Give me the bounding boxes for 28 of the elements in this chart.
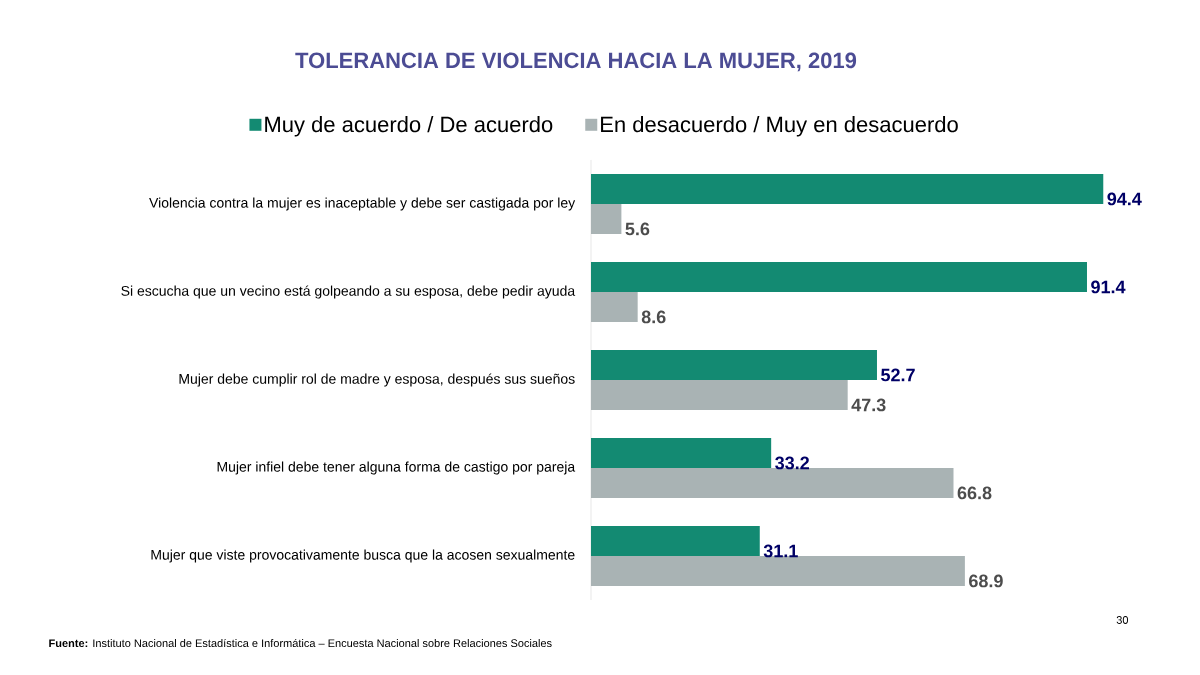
bar	[591, 261, 1087, 292]
data-label: 47.3	[851, 398, 886, 412]
bar	[591, 203, 622, 234]
data-label: 68.9	[969, 574, 1003, 588]
data-label: 94.4	[1107, 192, 1142, 206]
data-label: 33.2	[775, 456, 809, 470]
data-label: 5.6	[625, 222, 650, 236]
y-tick-label: Si escucha que un vecino está golpeando a su esposa, debe pedir ayuda	[121, 285, 576, 299]
data-label: 31.1	[763, 544, 798, 558]
text: 30	[1116, 616, 1129, 624]
legend-label: En desacuerdo / Muy en desacuerdo	[601, 116, 958, 137]
y-tick-label: Mujer infiel debe tener alguna forma de castigo por pareja	[217, 461, 576, 475]
bar	[591, 291, 638, 322]
text: Fuente: Instituto Nacional de Estadística e Informática – Encuesta Nacional sobre Relaciones Sociales	[49, 638, 552, 648]
bar	[591, 379, 848, 410]
data-label: 91.4	[1091, 280, 1126, 294]
bar	[591, 525, 760, 556]
bar	[591, 173, 1104, 204]
legend-label: Muy de acuerdo / De acuerdo	[265, 116, 553, 137]
data-label: 66.8	[957, 486, 992, 500]
bar	[591, 437, 772, 468]
y-tick-label: Mujer debe cumplir rol de madre y esposa, después sus sueños	[179, 373, 575, 387]
bar	[591, 349, 877, 380]
y-tick-label: Mujer que viste provocativamente busca que la acosen sexualmente	[151, 549, 575, 563]
data-label: 52.7	[881, 368, 915, 382]
y-tick-label: Violencia contra la mujer es inaceptable y debe ser castigada por ley	[149, 197, 576, 211]
chart-title: TOLERANCIA DE VIOLENCIA HACIA LA MUJER, 2019	[295, 52, 857, 72]
data-label: 8.6	[641, 310, 666, 324]
